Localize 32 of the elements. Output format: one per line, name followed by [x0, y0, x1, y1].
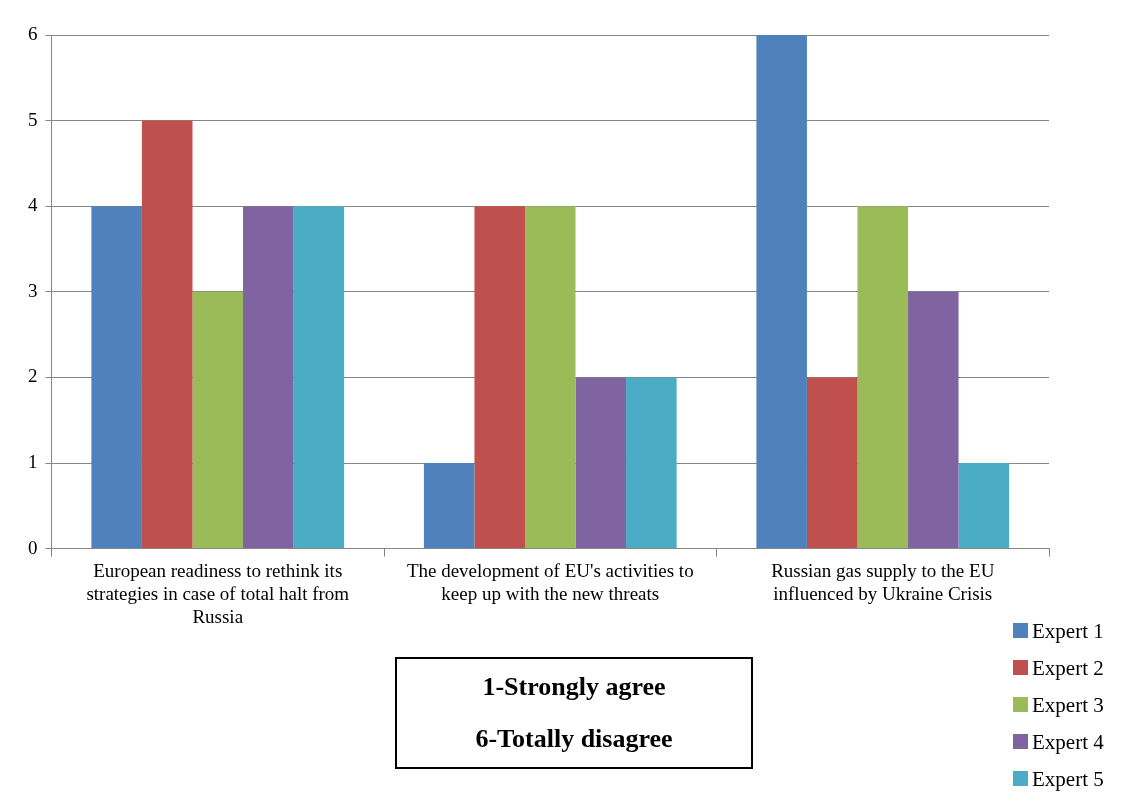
bar: [958, 463, 1010, 549]
y-tick-label: 0: [28, 536, 38, 558]
text: 6-Totally disagree: [475, 723, 673, 755]
bar: [243, 206, 294, 549]
bar: [91, 206, 142, 549]
legend-label: Expert 2: [1032, 655, 1104, 680]
bar: [474, 206, 525, 549]
y-tick-label: 4: [28, 194, 38, 216]
legend-label: Expert 3: [1032, 692, 1104, 717]
y-tick-label: 2: [28, 365, 38, 387]
bar: [756, 35, 807, 549]
y-tick-label: 3: [28, 279, 38, 301]
y-tick-label: 1: [28, 450, 38, 472]
legend-label: Expert 5: [1032, 766, 1104, 791]
x-tick-label: Russian gas supply to the EU influenced by Ukraine Crisis: [771, 559, 995, 604]
legend-label: Expert 1: [1032, 618, 1104, 643]
x-tick-label: The development of EU's activities to keep up with the new threats: [406, 559, 694, 604]
legend-label: Expert 4: [1032, 729, 1104, 754]
bar: [524, 206, 576, 549]
bar: [423, 463, 475, 549]
bar: [806, 377, 858, 549]
x-tick-label: European readiness to rethink its strategies in case of total halt from Russia: [86, 559, 350, 627]
y-tick-label: 5: [28, 108, 38, 130]
bar: [575, 377, 627, 549]
bar: [141, 120, 193, 549]
bar: [192, 291, 244, 549]
y-tick-label: 6: [28, 22, 38, 44]
text: 1-Strongly agree: [482, 671, 666, 703]
bar: [857, 206, 909, 549]
bar: [293, 206, 345, 549]
bar: [626, 377, 677, 549]
bar: [908, 291, 959, 549]
